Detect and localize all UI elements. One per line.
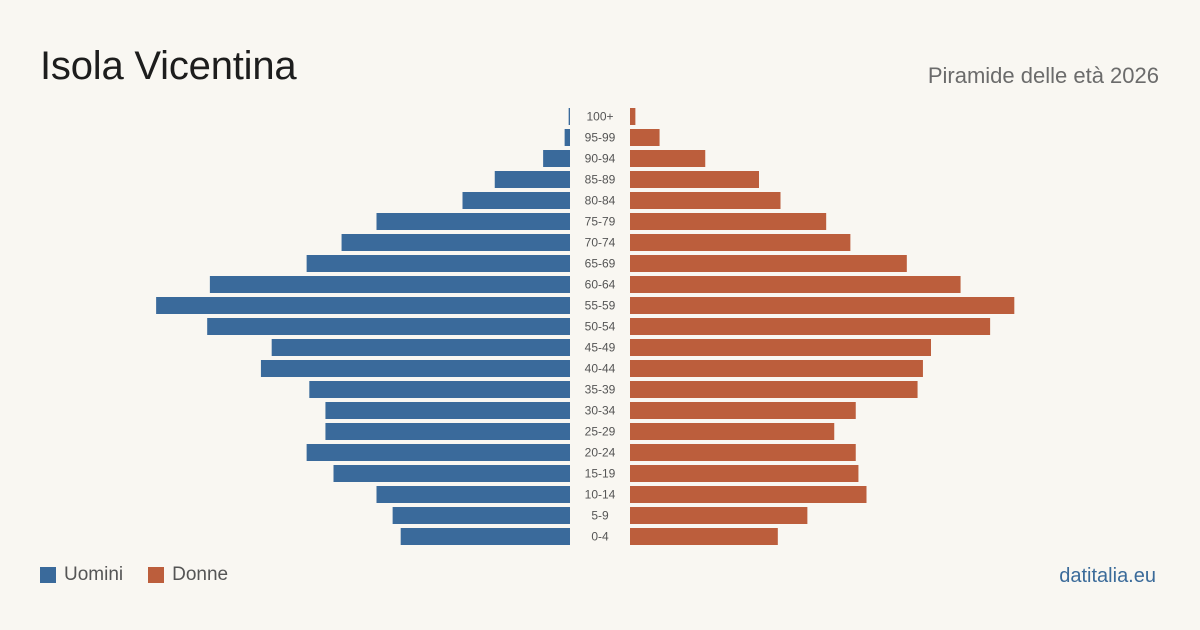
bar-men-100plus <box>568 108 570 125</box>
bar-women-60-64 <box>630 276 961 293</box>
legend-swatch-women <box>148 567 165 583</box>
bar-men-85-89 <box>494 171 570 188</box>
bar-women-10-14 <box>630 486 867 503</box>
age-label-55-59: 55-59 <box>585 299 616 313</box>
bar-men-55-59 <box>156 297 570 314</box>
age-label-25-29: 25-29 <box>585 425 616 439</box>
bar-women-15-19 <box>630 465 859 482</box>
age-label-45-49: 45-49 <box>585 341 616 355</box>
age-label-90-94: 90-94 <box>585 152 616 166</box>
bar-men-35-39 <box>309 381 570 398</box>
bar-women-85-89 <box>630 171 759 188</box>
age-label-85-89: 85-89 <box>585 173 616 187</box>
bar-women-90-94 <box>630 150 706 167</box>
bar-women-55-59 <box>630 297 1015 314</box>
age-label-15-19: 15-19 <box>585 467 616 481</box>
legend-label-men: Uomini <box>64 564 124 585</box>
age-label-70-74: 70-74 <box>585 236 616 250</box>
bar-men-30-34 <box>325 402 570 419</box>
age-label-75-79: 75-79 <box>585 215 616 229</box>
age-label-10-14: 10-14 <box>585 488 616 502</box>
age-label-100plus: 100+ <box>586 110 613 124</box>
bar-women-40-44 <box>630 360 923 377</box>
age-label-30-34: 30-34 <box>585 404 616 418</box>
bar-women-25-29 <box>630 423 835 440</box>
legend-swatch-men <box>40 567 56 583</box>
bar-men-25-29 <box>325 423 570 440</box>
bar-women-5-9 <box>630 507 808 524</box>
age-label-65-69: 65-69 <box>585 257 616 271</box>
age-label-95-99: 95-99 <box>585 131 616 145</box>
chart-subtitle: Piramide delle età 2026 <box>927 63 1159 88</box>
age-label-50-54: 50-54 <box>585 320 616 334</box>
source-link[interactable]: datitalia.eu <box>1059 565 1156 587</box>
bar-men-10-14 <box>376 486 570 503</box>
bar-women-100plus <box>630 108 636 125</box>
bar-men-70-74 <box>341 234 570 251</box>
bar-men-20-24 <box>306 444 570 461</box>
legend: Uomini Donne <box>40 564 253 586</box>
page-title: Isola Vicentina <box>40 44 297 88</box>
legend-item-women: Donne <box>148 564 228 586</box>
bar-women-80-84 <box>630 192 781 209</box>
bar-men-45-49 <box>271 339 570 356</box>
bar-women-45-49 <box>630 339 931 356</box>
age-label-35-39: 35-39 <box>585 383 616 397</box>
bar-men-15-19 <box>333 465 570 482</box>
legend-item-men: Uomini <box>40 564 123 586</box>
bar-women-0-4 <box>630 528 778 545</box>
bar-women-65-69 <box>630 255 907 272</box>
bar-women-95-99 <box>630 129 660 146</box>
bar-women-50-54 <box>630 318 991 335</box>
women-bars <box>630 108 1015 545</box>
age-group-labels: 100+ 95-99 90-94 85-89 80-84 75-79 70-74 65-69 6… <box>585 110 616 544</box>
bar-men-60-64 <box>209 276 570 293</box>
bar-men-50-54 <box>207 318 570 335</box>
age-label-60-64: 60-64 <box>585 278 616 292</box>
age-label-5-9: 5-9 <box>591 509 609 523</box>
bar-men-5-9 <box>392 507 570 524</box>
bar-men-95-99 <box>564 129 570 146</box>
age-label-20-24: 20-24 <box>585 446 616 460</box>
bar-men-0-4 <box>400 528 570 545</box>
bar-women-20-24 <box>630 444 856 461</box>
age-label-40-44: 40-44 <box>585 362 616 376</box>
bar-men-75-79 <box>376 213 570 230</box>
bar-women-70-74 <box>630 234 851 251</box>
bar-women-35-39 <box>630 381 918 398</box>
bar-men-65-69 <box>306 255 570 272</box>
bar-women-75-79 <box>630 213 827 230</box>
men-bars <box>156 108 570 545</box>
age-label-80-84: 80-84 <box>585 194 616 208</box>
age-label-0-4: 0-4 <box>591 530 609 544</box>
bar-men-90-94 <box>543 150 570 167</box>
bar-women-30-34 <box>630 402 856 419</box>
bar-men-80-84 <box>462 192 570 209</box>
bar-men-40-44 <box>260 360 570 377</box>
legend-label-women: Donne <box>172 564 229 585</box>
